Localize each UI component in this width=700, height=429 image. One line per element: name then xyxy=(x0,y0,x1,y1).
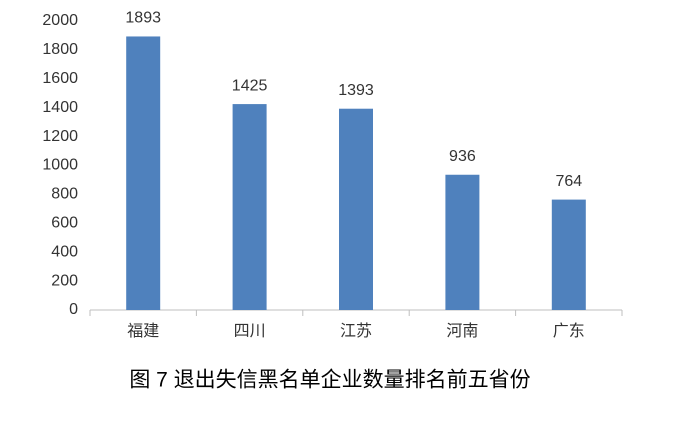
x-tick-label: 江苏 xyxy=(340,322,372,340)
y-tick-label: 1200 xyxy=(42,128,78,145)
x-tick-label: 四川 xyxy=(234,323,266,340)
x-tick-label: 河南 xyxy=(446,322,478,340)
data-label: 1893 xyxy=(125,10,161,27)
y-tick-label: 200 xyxy=(51,272,78,289)
bar xyxy=(232,104,267,311)
bar xyxy=(339,108,373,310)
bar xyxy=(445,174,480,310)
y-tick-label: 800 xyxy=(51,186,78,203)
chart-title: 图 7 退出失信黑名单企业数量排名前五省份 xyxy=(129,369,530,392)
y-tick-label: 1800 xyxy=(42,41,78,58)
y-tick-label: 400 xyxy=(51,243,78,260)
data-label: 1393 xyxy=(338,82,374,99)
x-tick-label: 福建 xyxy=(127,322,159,340)
y-tick-label: 0 xyxy=(69,301,78,318)
y-tick-label: 600 xyxy=(51,215,78,232)
y-tick-label: 1400 xyxy=(42,99,78,116)
data-label: 764 xyxy=(555,173,582,190)
y-tick-label: 1000 xyxy=(42,157,78,174)
data-label: 1425 xyxy=(232,77,268,94)
x-tick-label: 广东 xyxy=(553,322,585,340)
bar xyxy=(551,199,586,310)
y-tick-label: 2000 xyxy=(42,12,78,29)
bar xyxy=(126,36,161,311)
y-tick-label: 1600 xyxy=(42,70,78,87)
data-label: 936 xyxy=(449,148,476,165)
